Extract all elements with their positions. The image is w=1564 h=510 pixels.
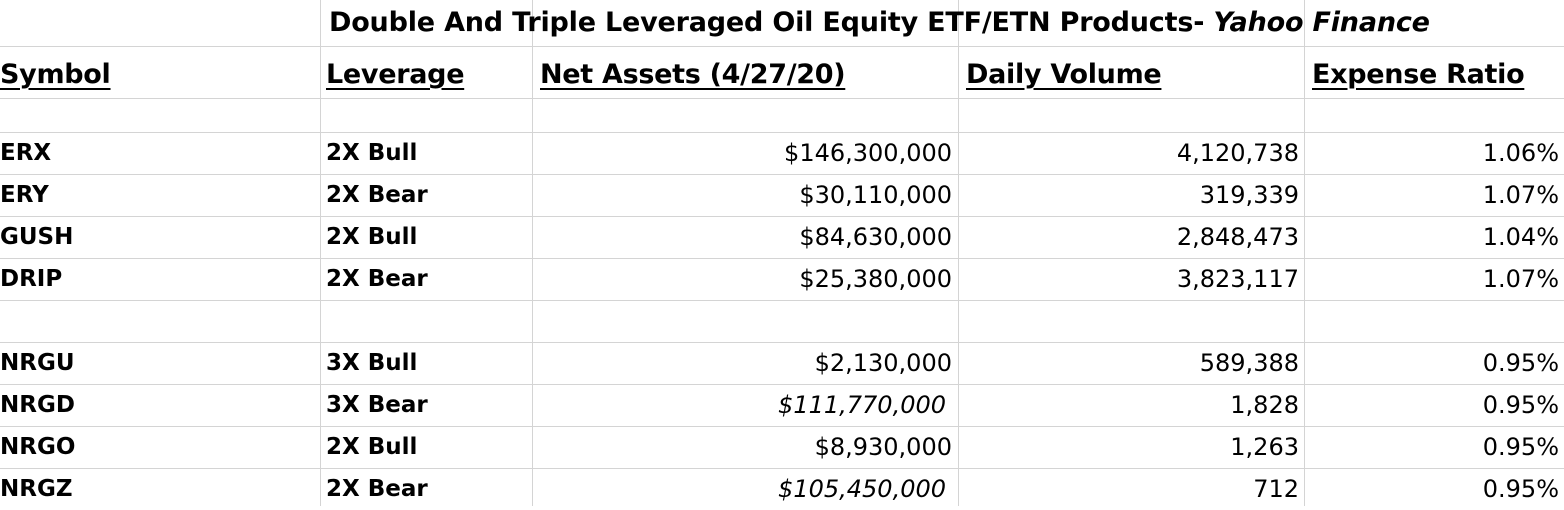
grid-col-line [1304,0,1305,506]
cell-net-assets[interactable]: $84,630,000 [799,223,952,251]
cell-symbol[interactable]: NRGO [0,434,76,460]
header-symbol[interactable]: Symbol [0,59,111,90]
cell-expense-ratio[interactable]: 0.95% [1482,433,1559,461]
cell-symbol[interactable]: ERY [0,182,49,208]
cell-symbol[interactable]: DRIP [0,266,63,292]
cell-symbol[interactable]: NRGZ [0,476,73,502]
cell-leverage[interactable]: 2X Bear [326,182,428,208]
cell-daily-volume[interactable]: 1,263 [1230,433,1299,461]
cell-leverage[interactable]: 2X Bull [326,140,418,166]
grid-col-line [532,0,533,506]
sheet-title-main: Double And Triple Leveraged Oil Equity E… [329,7,1214,38]
grid-row-line [0,384,1564,385]
cell-daily-volume[interactable]: 589,388 [1199,349,1299,377]
grid-row-line [0,174,1564,175]
cell-expense-ratio[interactable]: 0.95% [1482,391,1559,419]
header-leverage[interactable]: Leverage [326,59,465,90]
cell-net-assets[interactable]: $2,130,000 [814,349,952,377]
grid-row-line [0,132,1564,133]
grid-row-line [0,46,1564,47]
cell-symbol[interactable]: ERX [0,140,52,166]
cell-leverage[interactable]: 2X Bear [326,476,428,502]
grid-row-line [0,342,1564,343]
cell-expense-ratio[interactable]: 0.95% [1482,475,1559,503]
cell-expense-ratio[interactable]: 0.95% [1482,349,1559,377]
grid-row-line [0,98,1564,99]
cell-daily-volume[interactable]: 712 [1253,475,1299,503]
cell-net-assets[interactable]: $146,300,000 [784,139,952,167]
cell-daily-volume[interactable]: 3,823,117 [1176,265,1299,293]
grid-row-line [0,216,1564,217]
cell-daily-volume[interactable]: 2,848,473 [1176,223,1299,251]
cell-expense-ratio[interactable]: 1.07% [1482,265,1559,293]
cell-daily-volume[interactable]: 319,339 [1199,181,1299,209]
cell-expense-ratio[interactable]: 1.04% [1482,223,1559,251]
grid-col-line [958,0,959,506]
header-expense-ratio[interactable]: Expense Ratio [1312,59,1525,90]
cell-symbol[interactable]: NRGD [0,392,75,418]
cell-leverage[interactable]: 3X Bear [326,392,428,418]
grid-col-line [320,0,321,506]
grid-row-line [0,300,1564,301]
cell-leverage[interactable]: 2X Bull [326,224,418,250]
sheet-title-source: Yahoo Finance [1213,7,1430,38]
header-daily-volume[interactable]: Daily Volume [966,59,1162,90]
cell-leverage[interactable]: 3X Bull [326,350,418,376]
cell-daily-volume[interactable]: 1,828 [1230,391,1299,419]
cell-leverage[interactable]: 2X Bear [326,266,428,292]
cell-symbol[interactable]: NRGU [0,350,75,376]
header-net-assets[interactable]: Net Assets (4/27/20) [540,59,846,90]
grid-row-line [0,468,1564,469]
cell-net-assets[interactable]: $30,110,000 [799,181,952,209]
cell-net-assets[interactable]: $111,770,000 [778,391,946,419]
cell-net-assets[interactable]: $105,450,000 [778,475,946,503]
cell-expense-ratio[interactable]: 1.07% [1482,181,1559,209]
cell-net-assets[interactable]: $8,930,000 [814,433,952,461]
grid-row-line [0,426,1564,427]
cell-net-assets[interactable]: $25,380,000 [799,265,952,293]
cell-expense-ratio[interactable]: 1.06% [1482,139,1559,167]
cell-leverage[interactable]: 2X Bull [326,434,418,460]
grid-row-line [0,258,1564,259]
sheet-title: Double And Triple Leveraged Oil Equity E… [329,0,1430,46]
cell-daily-volume[interactable]: 4,120,738 [1176,139,1299,167]
cell-symbol[interactable]: GUSH [0,224,74,250]
